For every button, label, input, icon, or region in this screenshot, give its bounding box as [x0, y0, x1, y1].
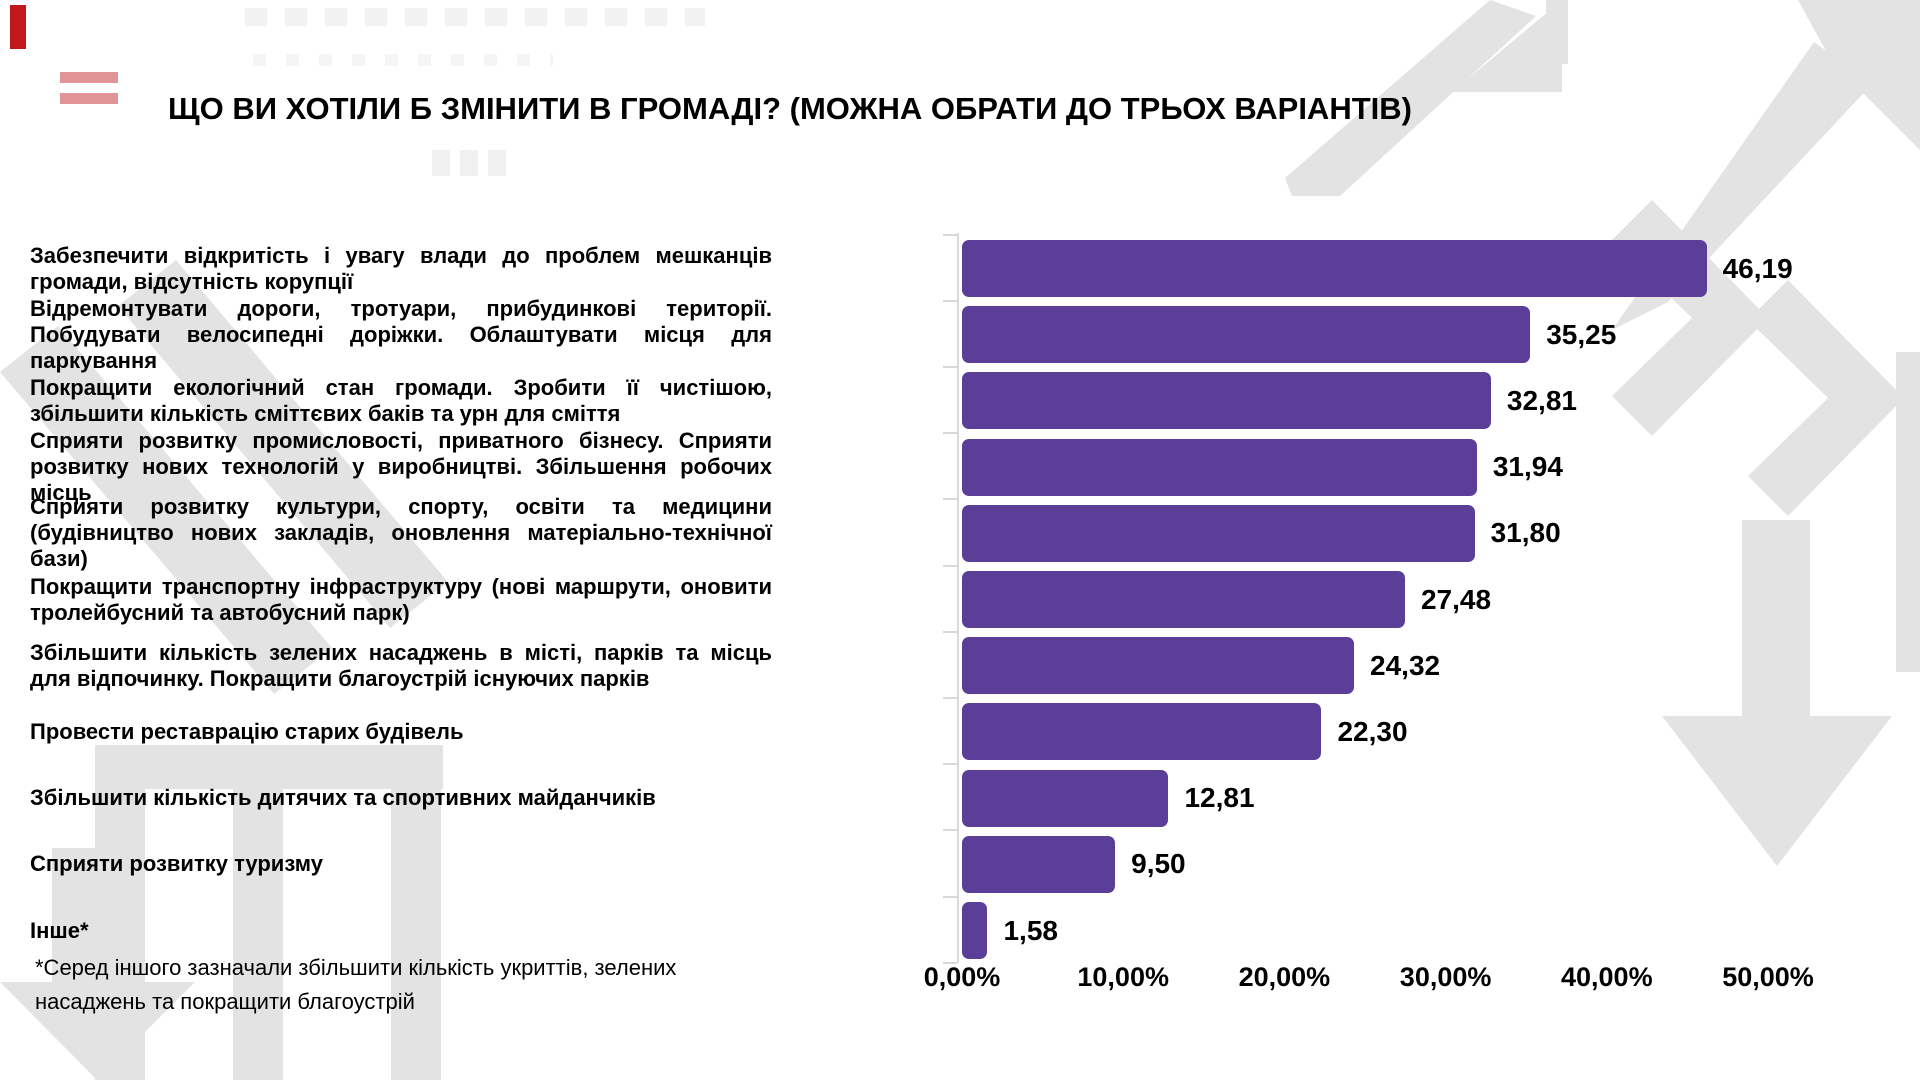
bar [962, 306, 1531, 364]
bar-row: Сприяти розвитку культури, спорту, освіт… [0, 494, 1920, 571]
bar-row: Збільшити кількість зелених насаджень в … [0, 637, 1920, 695]
category-label: Збільшити кількість дитячих та спортивни… [30, 785, 656, 811]
axis-tick-mark [943, 233, 957, 236]
watermark-dot-row-small [253, 54, 553, 66]
value-label: 24,32 [1370, 649, 1441, 681]
bar [962, 769, 1169, 827]
bar [962, 703, 1322, 761]
bar-row: Забезпечити відкритість і увагу влади до… [0, 240, 1920, 297]
bar-row: Покращити транспортну інфраструктуру (но… [0, 571, 1920, 628]
bar-row: Сприяти розвитку туризму 9,50 [0, 835, 1920, 893]
value-label: 1,58 [1003, 914, 1058, 946]
watermark-title-marks [432, 150, 506, 176]
category-label: Сприяти розвитку туризму [30, 851, 323, 877]
category-label: Інше* [30, 917, 89, 943]
value-label: 31,80 [1490, 517, 1561, 549]
axis-tick-mark [943, 696, 957, 699]
bar-row: Інше* 1,58 [0, 902, 1920, 959]
value-label: 35,25 [1546, 318, 1617, 350]
axis-tick-mark [943, 365, 957, 368]
bar [962, 438, 1477, 496]
axis-tick-mark [943, 432, 957, 435]
x-tick-label: 50,00% [1722, 962, 1814, 992]
footnote: *Серед іншого зазначали збільшити кількі… [35, 955, 677, 1014]
bar-row: Відремонтувати дороги, тротуари, прибуди… [0, 296, 1920, 373]
axis-tick-mark [943, 498, 957, 501]
x-tick-label: 0,00% [923, 962, 1001, 992]
value-label: 22,30 [1337, 715, 1408, 747]
watermark-left-branches [0, 260, 448, 694]
category-label: Провести реставрацію старих будівель [30, 718, 464, 744]
watermark-topright-arrow [1285, 0, 1568, 196]
category-label: Відремонтувати дороги, тротуари, прибуди… [30, 295, 772, 373]
axis-tick-mark [943, 564, 957, 567]
bar [962, 504, 1475, 562]
bar [962, 571, 1405, 628]
logo-fragment-red-dash [60, 93, 118, 104]
category-label: Покращити транспортну інфраструктуру (но… [30, 573, 772, 625]
bar-row: Покращити екологічний стан громади. Зроб… [0, 372, 1920, 430]
value-label: 31,94 [1492, 451, 1563, 483]
bar-row: Провести реставрацію старих будівель 22,3… [0, 703, 1920, 761]
axis-tick-mark [943, 630, 957, 633]
x-tick-label: 10,00% [1077, 962, 1169, 992]
axis-tick-mark [943, 895, 957, 898]
category-label: Сприяти розвитку промисловості, приватно… [30, 428, 772, 506]
bar [962, 372, 1491, 430]
logo-fragment-red-dash [60, 72, 118, 83]
watermark-dot-row [245, 8, 705, 26]
value-label: 12,81 [1184, 782, 1255, 814]
value-label: 32,81 [1506, 384, 1577, 416]
x-tick-label: 20,00% [1238, 962, 1331, 992]
category-label: Покращити екологічний стан громади. Зроб… [30, 374, 772, 426]
axis-tick-mark [943, 961, 957, 964]
chart-title: ЩО ВИ ХОТІЛИ Б ЗМІНИТИ В ГРОМАДІ? (МОЖНА… [168, 91, 1412, 126]
bar-row: Збільшити кількість дитячих та спортивни… [0, 769, 1920, 827]
value-label: 46,19 [1722, 252, 1793, 284]
bar [962, 240, 1707, 297]
x-tick-label: 40,00% [1561, 962, 1653, 992]
bar [962, 835, 1116, 893]
axis-tick-mark [943, 763, 957, 766]
category-label: Забезпечити відкритість і увагу влади до… [30, 242, 772, 294]
bar [962, 637, 1355, 695]
bar-row: Сприяти розвитку промисловості, приватно… [0, 428, 1920, 505]
value-label: 9,50 [1131, 848, 1186, 880]
axis-tick-mark [943, 829, 957, 832]
watermark-left-arrow [0, 848, 195, 1080]
category-axis-line [957, 233, 959, 963]
value-label: 27,48 [1420, 583, 1492, 615]
category-label: Сприяти розвитку культури, спорту, освіт… [30, 494, 772, 572]
x-tick-label: 30,00% [1399, 962, 1492, 992]
category-label: Збільшити кількість зелених насаджень в … [30, 639, 772, 691]
axis-tick-mark [943, 299, 957, 302]
bar [962, 902, 988, 959]
logo-fragment-red-bar [10, 5, 26, 49]
